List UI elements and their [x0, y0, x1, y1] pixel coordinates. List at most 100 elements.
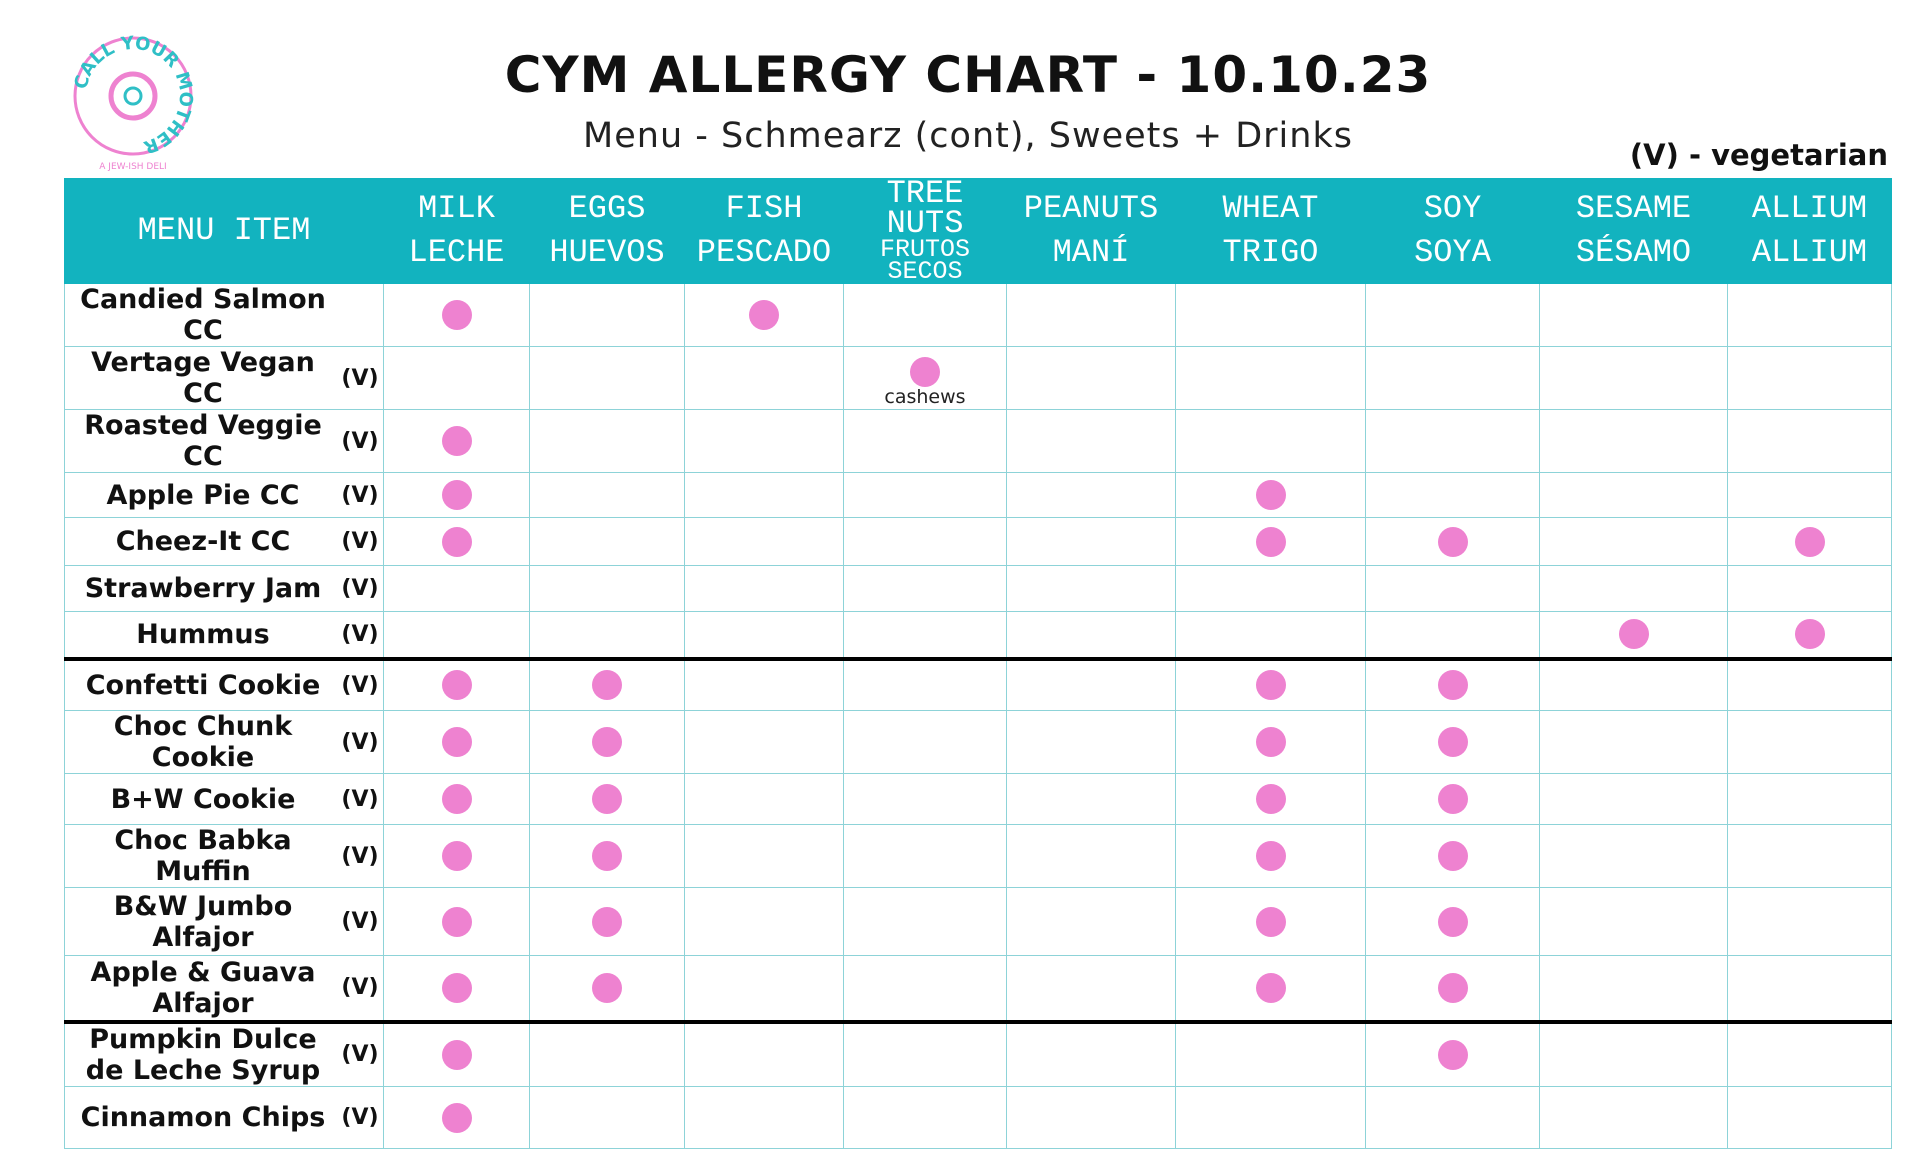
- allergen-cell: [684, 517, 844, 566]
- item-cell: Vertage Vegan CC (V): [64, 346, 384, 410]
- allergen-cell: [1539, 824, 1728, 888]
- item-name: Choc Chunk Cookie: [113, 711, 293, 773]
- allergen-cell: [383, 565, 530, 612]
- allergen-cell: [1365, 1019, 1540, 1087]
- allergen-cell: [529, 517, 685, 566]
- table-row: B+W Cookie (V): [64, 773, 1892, 825]
- vegetarian-tag: (V): [341, 576, 379, 601]
- item-name: Hummus: [136, 618, 270, 650]
- allergen-cell: [843, 824, 1007, 888]
- allergen-cell: [843, 1086, 1007, 1149]
- allergen-cell: [1175, 773, 1366, 825]
- allergen-cell: [1539, 955, 1728, 1022]
- allergen-cell: [1175, 409, 1366, 473]
- allergen-dot: [749, 300, 779, 330]
- item-cell: Cinnamon Chips (V): [64, 1086, 384, 1149]
- allergen-dot: [592, 727, 622, 757]
- column-header: MILK LECHE: [383, 178, 530, 284]
- vegetarian-tag: (V): [341, 672, 379, 698]
- allergen-cell: [1539, 346, 1728, 410]
- allergen-dot: [1255, 972, 1286, 1003]
- column-name-es: HUEVOS: [549, 234, 665, 271]
- item-name: Strawberry Jam: [84, 573, 322, 604]
- allergen-cell: [1539, 1019, 1728, 1087]
- allergen-dot: [1437, 841, 1468, 871]
- allergen-cell: [684, 710, 844, 774]
- item-name: Pumpkin Dulce de Leche Syrup: [85, 1023, 321, 1086]
- allergen-dot: [1794, 526, 1825, 557]
- allergen-cell: [529, 472, 685, 518]
- column-header: FISH PESCADO: [684, 178, 844, 284]
- column-name: SESAME: [1575, 190, 1692, 227]
- column-header: SESAME SÉSAMO: [1539, 178, 1728, 284]
- allergen-cell: [1365, 611, 1540, 659]
- allergen-dot: [1437, 1039, 1468, 1070]
- allergen-cell: [684, 773, 844, 825]
- allergen-cell: [1539, 1086, 1728, 1149]
- vegetarian-tag: (V): [341, 428, 379, 454]
- item-cell: Choc Chunk Cookie (V): [64, 710, 384, 774]
- vegetarian-tag: (V): [341, 482, 379, 508]
- allergen-cell: [1727, 1086, 1892, 1149]
- allergen-cell: [1006, 565, 1176, 612]
- allergen-cell: [1539, 773, 1728, 825]
- item-name: Roasted Veggie CC: [84, 410, 322, 472]
- allergen-cell: [529, 887, 685, 956]
- allergen-cell: [529, 1019, 685, 1087]
- column-name-es: SOYA: [1414, 234, 1491, 271]
- allergen-cell: [1175, 710, 1366, 774]
- allergen-dot: [1618, 619, 1649, 650]
- allergen-cell: [1727, 773, 1892, 825]
- allergen-cell: [1539, 409, 1728, 473]
- column-name-es: PESCADO: [696, 234, 832, 271]
- allergen-dot: [1255, 784, 1286, 814]
- vegetarian-tag: (V): [341, 729, 379, 755]
- column-name: EGGS: [568, 190, 646, 227]
- allergen-cell: [843, 611, 1007, 659]
- allergen-cell: [1175, 565, 1366, 612]
- allergen-cell: [843, 710, 1007, 774]
- item-cell: Hummus (V): [64, 611, 384, 659]
- item-cell: Apple Pie CC (V): [64, 472, 384, 518]
- vegetarian-tag: (V): [341, 529, 379, 554]
- allergen-dot: [441, 1039, 472, 1070]
- allergen-cell: [1539, 887, 1728, 956]
- allergen-cell: [383, 409, 530, 473]
- allergen-cell: [529, 283, 685, 347]
- allergen-cell: [1727, 1019, 1892, 1087]
- allergen-dot: [441, 526, 472, 557]
- allergen-cell: [684, 1086, 844, 1149]
- allergen-dot: [1437, 670, 1468, 701]
- allergen-dot: [441, 1102, 472, 1133]
- item-label: B&W Jumbo Alfajor (V): [65, 891, 383, 953]
- item-label: Roasted Veggie CC (V): [65, 410, 383, 472]
- allergen-cell: [843, 887, 1007, 956]
- allergen-dot: [1255, 906, 1286, 937]
- column-name-es: MANÍ: [1052, 234, 1130, 271]
- allergen-cell: [1727, 283, 1892, 347]
- item-cell: Candied Salmon CC: [64, 283, 384, 347]
- item-cell: Pumpkin Dulce de Leche Syrup (V): [64, 1019, 384, 1087]
- allergen-cell: [1006, 1019, 1176, 1087]
- allergen-cell: [529, 346, 685, 410]
- allergen-cell: [529, 710, 685, 774]
- column-header: TREE NUTS FRUTOS SECOS: [843, 178, 1007, 286]
- allergen-cell: [1365, 1086, 1540, 1149]
- table-row: Cheez-It CC (V): [64, 517, 1892, 566]
- allergen-cell: [1539, 710, 1728, 774]
- allergen-cell: [1727, 409, 1892, 473]
- allergen-dot: [1255, 841, 1286, 871]
- allergen-cell: [529, 1086, 685, 1149]
- allergen-cell: [843, 955, 1007, 1022]
- column-name-es: FRUTOS SECOS: [879, 235, 970, 286]
- item-label: Cheez-It CC (V): [65, 526, 383, 557]
- table-row: Candied Salmon CC: [64, 283, 1892, 347]
- allergen-cell: [1539, 283, 1728, 347]
- allergen-cell: [383, 656, 530, 711]
- allergen-cell: [1365, 565, 1540, 612]
- item-name: Cheez-It CC: [115, 526, 291, 557]
- allergen-cell: [1365, 955, 1540, 1022]
- allergen-cell: [1006, 710, 1176, 774]
- allergen-cell: [1539, 472, 1728, 518]
- allergen-dot: [1437, 526, 1468, 557]
